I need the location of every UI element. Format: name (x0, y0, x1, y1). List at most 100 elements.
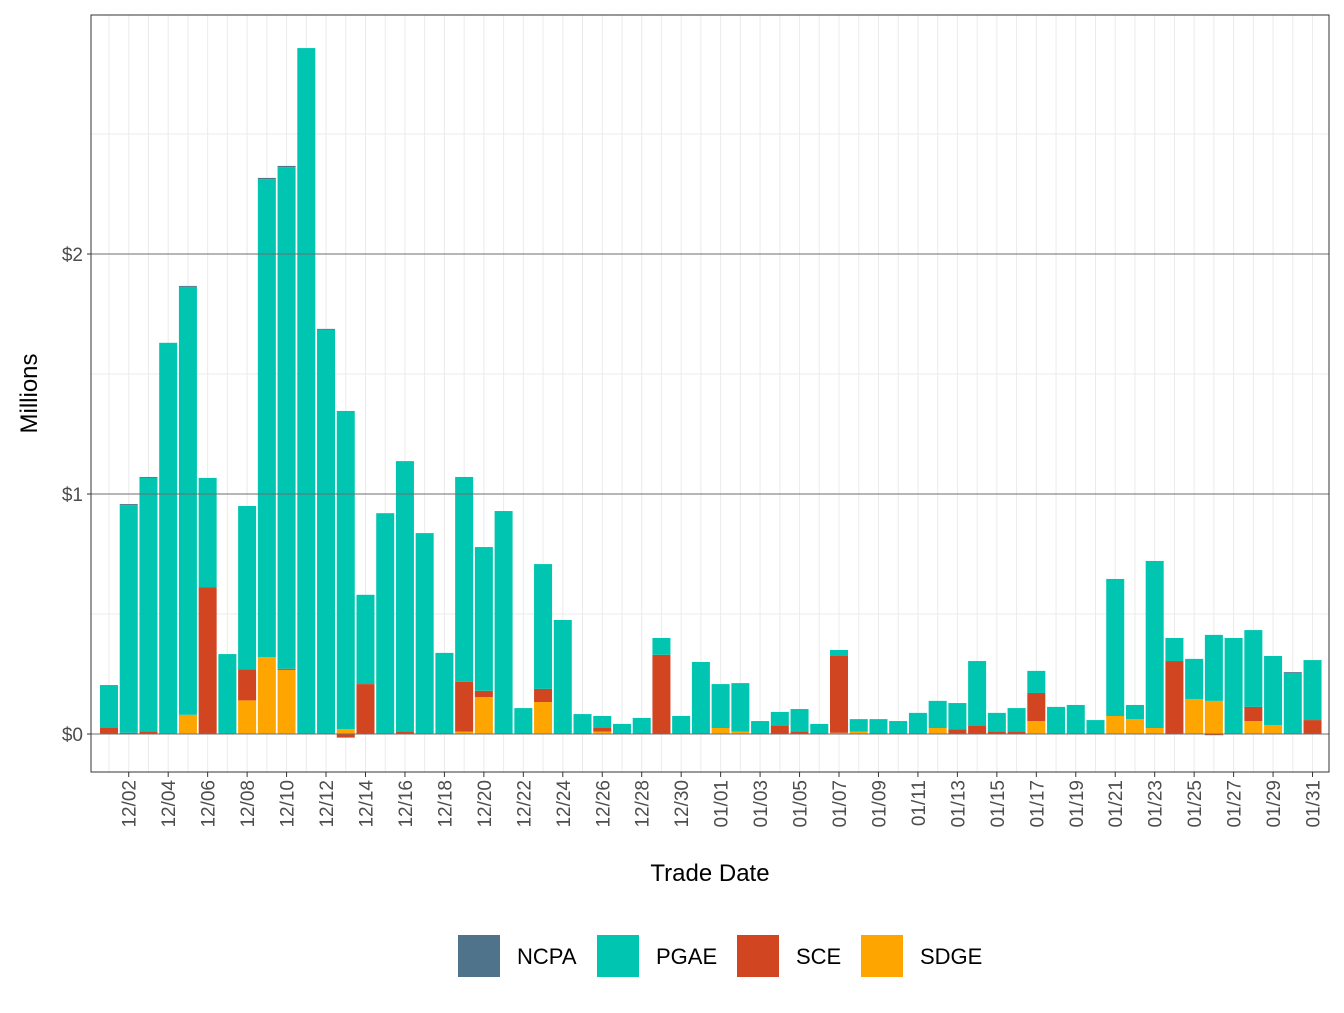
bar-sce-01-26 (1204, 734, 1223, 736)
bar-sdge-01-23 (1145, 728, 1164, 734)
bar-pgae-12-13 (336, 410, 355, 730)
legend-label-sce: SCE (796, 944, 841, 969)
bar-ncpa-01-30 (1283, 672, 1302, 673)
x-tick-label: 01/03 (751, 780, 772, 828)
bar-sdge-01-25 (1185, 698, 1204, 734)
bar-sce-12-14 (356, 684, 375, 734)
bar-sdge-01-12 (928, 728, 947, 734)
bar-pgae-01-14 (968, 661, 987, 726)
bar-sce-12-08 (238, 669, 257, 701)
bar-ncpa-12-05 (178, 285, 197, 287)
bar-pgae-01-16 (1007, 708, 1026, 732)
bar-sce-12-02 (119, 732, 138, 734)
bar-pgae-12-20 (474, 547, 493, 691)
bar-pgae-12-19 (455, 476, 474, 682)
legend-key-sdge (861, 935, 903, 977)
x-tick-label: 01/27 (1225, 780, 1246, 828)
bar-sdge-01-21 (1106, 716, 1125, 734)
bar-pgae-01-26 (1204, 634, 1223, 701)
x-tick-label: 12/26 (593, 780, 614, 828)
x-tick-label: 12/04 (159, 780, 180, 828)
bar-sce-01-13 (948, 729, 967, 734)
x-tick-label: 01/25 (1185, 780, 1206, 828)
legend-label-sdge: SDGE (920, 944, 982, 969)
bar-pgae-12-03 (139, 477, 158, 732)
bar-sce-01-07 (830, 656, 849, 733)
bar-sce-01-31 (1303, 720, 1322, 734)
x-tick-label: 01/09 (869, 780, 890, 828)
y-tick-label: $1 (62, 485, 83, 506)
x-tick-label: 01/11 (909, 780, 930, 826)
bar-pgae-12-15 (376, 513, 395, 734)
bar-pgae-01-31 (1303, 660, 1322, 721)
bar-pgae-12-23 (534, 564, 553, 689)
bar-sce-01-28 (1244, 706, 1263, 722)
bar-sce-12-10 (277, 668, 296, 670)
bar-ncpa-12-03 (139, 476, 158, 478)
bar-pgae-12-05 (178, 286, 197, 715)
bar-pgae-01-10 (889, 721, 908, 734)
x-tick-label: 12/02 (120, 780, 141, 828)
bar-ncpa-12-12 (317, 328, 336, 330)
bar-pgae-01-06 (810, 723, 829, 734)
legend-key-sce (737, 935, 779, 977)
bar-pgae-12-24 (553, 620, 572, 734)
bar-sdge-12-19 (455, 731, 474, 734)
legend-key-pgae (597, 935, 639, 977)
x-tick-label: 12/16 (396, 780, 417, 828)
bar-pgae-01-02 (731, 683, 750, 732)
bar-pgae-12-26 (593, 716, 612, 728)
bar-pgae-12-12 (317, 329, 336, 734)
bar-pgae-01-27 (1224, 638, 1243, 734)
bar-sdge-01-08 (849, 731, 868, 734)
x-tick-label: 01/29 (1264, 780, 1285, 828)
x-tick-label: 12/14 (356, 780, 377, 828)
bar-sdge-12-23 (534, 702, 553, 734)
bar-pgae-01-18 (1047, 706, 1066, 734)
x-axis-title: Trade Date (650, 860, 769, 887)
x-tick-label: 12/06 (199, 780, 220, 828)
bar-pgae-12-28 (632, 717, 651, 734)
bar-sdge-12-08 (238, 700, 257, 734)
bar-sce-01-17 (1027, 692, 1046, 722)
x-tick-label: 01/21 (1106, 780, 1127, 828)
bar-pgae-12-10 (277, 167, 296, 669)
bar-sdge-01-02 (731, 731, 750, 734)
bar-ncpa-12-02 (119, 504, 138, 506)
x-tick-label: 01/01 (712, 780, 733, 828)
x-tick-label: 01/05 (791, 780, 812, 828)
x-tick-label: 12/08 (238, 780, 259, 828)
y-tick-label: $0 (62, 725, 83, 746)
bar-sce-01-24 (1165, 661, 1184, 734)
bar-pgae-01-03 (751, 721, 770, 734)
bar-pgae-12-22 (514, 708, 533, 734)
bar-sdge-12-10 (277, 669, 296, 734)
x-tick-label: 12/30 (672, 780, 693, 828)
bar-sdge-01-29 (1264, 725, 1283, 734)
bar-sdge-01-26 (1204, 700, 1223, 734)
legend-key-ncpa (458, 935, 500, 977)
legend-label-ncpa: NCPA (517, 944, 577, 969)
x-tick-label: 12/10 (278, 780, 299, 828)
bar-pgae-01-01 (711, 684, 730, 728)
bar-sdge-12-05 (178, 714, 197, 734)
bar-pgae-12-25 (573, 714, 592, 734)
bar-sdge-12-20 (474, 697, 493, 734)
bar-pgae-12-18 (435, 652, 454, 734)
bar-sce-12-01 (100, 728, 118, 734)
x-tick-label: 12/20 (475, 780, 496, 828)
bar-pgae-12-04 (159, 342, 178, 734)
bar-sce-12-20 (474, 690, 493, 698)
bar-pgae-01-24 (1165, 638, 1184, 662)
x-tick-label: 12/22 (514, 780, 535, 828)
bar-pgae-12-16 (395, 461, 414, 732)
bar-pgae-01-21 (1106, 578, 1125, 716)
bar-pgae-01-22 (1125, 704, 1144, 720)
x-tick-label: 01/07 (830, 780, 851, 828)
bar-pgae-01-17 (1027, 670, 1046, 693)
bar-pgae-01-09 (869, 719, 888, 734)
bar-sce-12-19 (455, 681, 474, 732)
bar-ncpa-12-09 (257, 177, 276, 180)
bar-pgae-12-21 (494, 511, 513, 734)
